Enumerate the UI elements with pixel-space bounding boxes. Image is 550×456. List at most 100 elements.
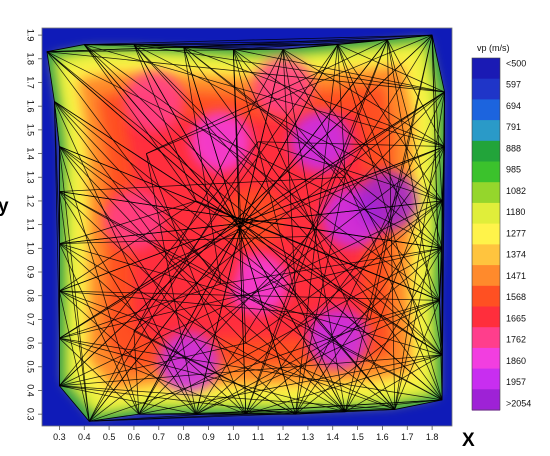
ray-path-81 [441,146,445,400]
x-tick-label-1.8: 1.8 [426,432,439,442]
ray-path-32 [233,39,388,50]
colorbar-swatch-14 [472,347,500,370]
colorbar-swatch-12 [472,306,500,328]
ray-path-86 [258,141,445,147]
y-tick-label-1.9: 1.9 [26,29,36,42]
ray-path-170 [138,219,254,415]
colorbar-swatch-0 [472,58,500,80]
ray-path-180 [59,342,246,387]
y-tick-label-0.4: 0.4 [26,384,36,397]
ray-path-160 [59,191,197,415]
ray-path-95 [258,141,443,202]
y-tick-label-1.8: 1.8 [26,53,36,66]
ray-path-152 [59,337,246,415]
colorbar-label-1: 597 [506,80,521,90]
ray-path-202 [54,101,172,261]
y-tick-label-0.6: 0.6 [26,337,36,350]
ray-path-154 [59,146,247,415]
ray-path-198 [59,146,440,301]
y-tick-label-1.4: 1.4 [26,147,36,160]
ray-path-193 [59,236,308,244]
colorbar-label-3: 791 [506,122,521,132]
ray-path-113 [245,354,443,415]
x-axis-ticks: 0.3 0.4 0.5 0.6 0.7 0.8 0.9 1.0 1.1 1.2 1.3 1.4 1.5 1… [53,426,438,442]
ray-path-163 [195,319,371,415]
colorbar-swatch-15 [472,368,500,390]
ray-path-48 [337,44,445,93]
ray-path-200 [59,146,247,344]
colorbar-label-4: 888 [506,143,521,153]
x-tick-label-0.7: 0.7 [153,432,166,442]
ray-path-74 [394,91,445,410]
ray-path-104 [394,300,440,410]
ray-path-64 [431,35,443,201]
colorbar-label-15: 1957 [506,377,526,387]
ray-path-22 [133,44,309,237]
ray-path-42 [282,49,443,249]
y-tick-label-0.7: 0.7 [26,313,36,326]
x-tick-label-1.6: 1.6 [376,432,389,442]
y-tick-label-1.0: 1.0 [26,242,36,255]
ray-path-197 [59,176,346,192]
ray-path-156 [146,153,247,415]
x-tick-label-1.2: 1.2 [277,432,290,442]
ray-path-169 [133,331,140,415]
ray-path-135 [245,342,395,410]
y-tick-label-1.5: 1.5 [26,124,36,137]
ray-path-134 [295,295,396,410]
ray-path-129 [138,409,395,415]
ray-path-203 [54,101,296,296]
ray-path-190 [59,290,371,320]
ray-path-185 [59,219,254,339]
ray-path-76 [138,91,445,415]
x-tick-label-1.0: 1.0 [227,432,240,442]
ray-path-49 [337,44,443,202]
ray-path-159 [59,290,197,415]
ray-path-23 [133,44,197,202]
ray-path-145 [59,385,296,415]
ray-path-140 [54,101,346,413]
ray-path-20 [133,44,443,356]
y-tick-label-1.3: 1.3 [26,171,36,184]
ray-path-143 [295,295,346,412]
ray-path-26 [183,46,445,147]
colorbar-label-16: >2054 [506,398,531,408]
ray-path-100 [59,247,443,339]
velocity-anomaly-8 [228,253,289,314]
colorbar-swatch-10 [472,265,500,287]
colorbar-label-13: 1762 [506,335,526,345]
velocity-anomaly-10 [253,57,314,118]
ray-path-82 [344,146,445,412]
x-tick-label-1.7: 1.7 [401,432,414,442]
ray-path-149 [295,177,346,415]
ray-path-84 [88,146,445,422]
ray-path-63 [307,39,388,237]
ray-path-112 [345,354,443,413]
colorbar-title: vp (m/s) [477,43,510,53]
ray-path-78 [133,91,445,332]
ray-path-38 [232,49,296,296]
colorbar-swatch-7 [472,202,500,225]
colorbar-frame [471,57,501,411]
ray-path-153 [59,243,247,415]
ray-path-184 [59,91,445,339]
x-tick-label-0.4: 0.4 [78,432,91,442]
ray-path-70 [369,35,433,320]
ray-path-127 [344,177,443,401]
colorbar-swatch-9 [472,244,500,266]
ray-path-89 [394,200,443,410]
y-tick-label-1.6: 1.6 [26,100,36,113]
velocity-anomaly-6 [357,170,418,231]
velocity-anomaly-5 [190,111,251,172]
ray-path-79 [252,91,445,221]
ray-path-175 [88,141,259,422]
x-tick-label-0.8: 0.8 [177,432,190,442]
ray-path-39 [232,49,247,344]
ray-path-150 [133,330,296,415]
ray-path-31 [183,46,346,178]
colorbar-swatch-11 [472,285,500,308]
ray-path-131 [59,290,395,410]
ray-path-192 [59,200,443,244]
colorbar-swatch-1 [472,78,500,100]
y-axis-label: y [0,196,9,217]
